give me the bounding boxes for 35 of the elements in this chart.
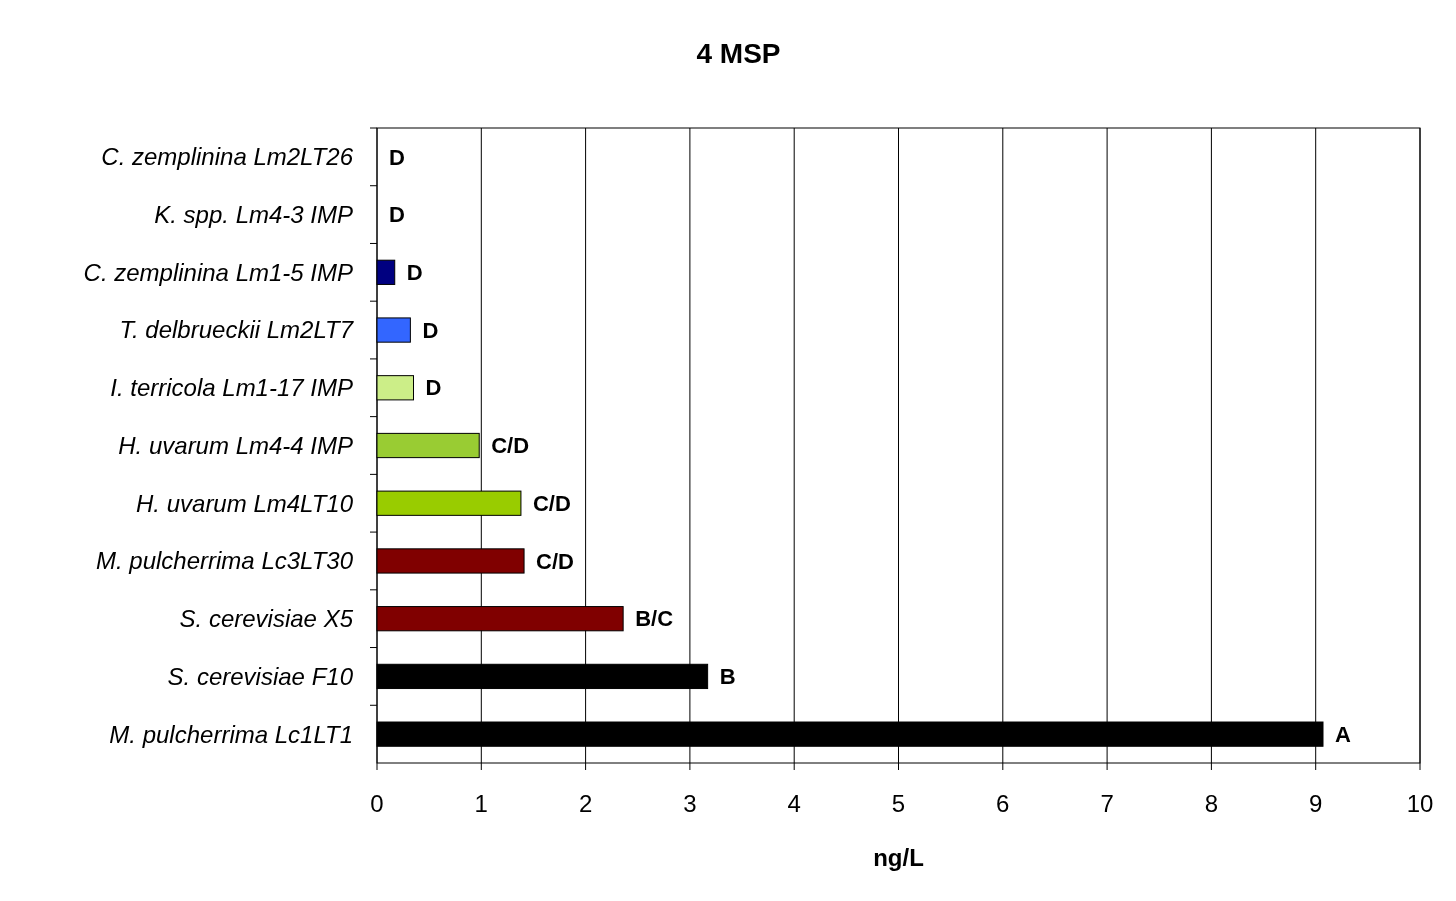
x-tick-label: 10 xyxy=(1406,790,1434,817)
data-label: D xyxy=(406,260,423,286)
data-label: B/C xyxy=(635,606,674,632)
data-label: C/D xyxy=(532,490,571,516)
data-label: C/D xyxy=(491,433,530,459)
x-tick-label: 1 xyxy=(474,790,488,817)
x-tick-label: 4 xyxy=(787,790,801,817)
y-tick-label: C. zemplinina Lm2LT26 xyxy=(101,143,354,171)
data-label: C/D xyxy=(536,548,574,574)
x-tick-label: 7 xyxy=(1100,790,1114,817)
data-label: D xyxy=(425,375,442,401)
data-label: D xyxy=(389,202,405,228)
data-label: B xyxy=(719,664,736,690)
x-axis-title: ng/L xyxy=(873,844,924,871)
y-tick-label: H. uvarum Lm4LT10 xyxy=(136,489,354,517)
y-tick-label: S. cerevisiae X5 xyxy=(179,605,354,633)
x-tick-label: 6 xyxy=(996,790,1010,817)
data-label: D xyxy=(422,317,439,343)
chart-title: 4 MSP xyxy=(696,38,781,69)
y-tick-label: M. pulcherrima Lc1LT1 xyxy=(109,720,353,748)
data-label: D xyxy=(389,144,405,170)
x-tick-label: 9 xyxy=(1309,790,1323,817)
x-tick-label: 5 xyxy=(891,790,906,817)
x-tick-label: 3 xyxy=(683,790,697,817)
y-tick-label: K. spp. Lm4-3 IMP xyxy=(154,200,353,228)
x-tick-label: 2 xyxy=(578,790,593,817)
y-tick-label: H. uvarum Lm4-4 IMP xyxy=(118,431,353,459)
x-tick-label: 0 xyxy=(370,790,384,817)
x-tick-label: 8 xyxy=(1204,790,1219,817)
y-tick-label: S. cerevisiae F10 xyxy=(167,662,354,690)
y-tick-label: M. pulcherrima Lc3LT30 xyxy=(96,547,354,575)
data-label: A xyxy=(1335,721,1351,747)
y-tick-label: I. terricola Lm1-17 IMP xyxy=(110,374,353,402)
y-tick-label: C. zemplinina Lm1-5 IMP xyxy=(83,258,353,286)
y-tick-label: T. delbrueckii Lm2LT7 xyxy=(119,316,355,344)
